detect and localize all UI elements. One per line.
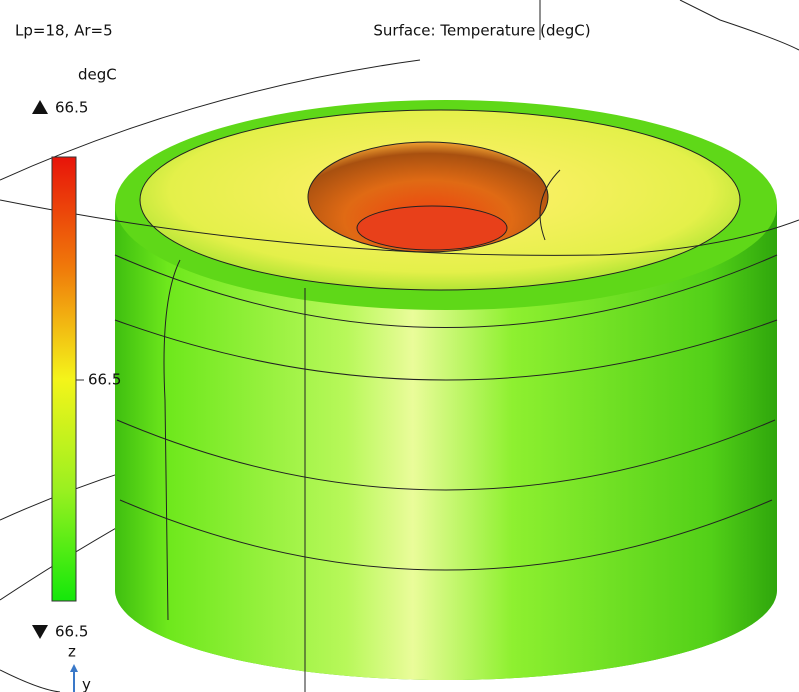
- axis-y-label: y: [82, 676, 91, 692]
- max-marker: [32, 100, 48, 114]
- legend-mid: 66.5: [88, 371, 121, 389]
- legend-unit: degC: [78, 66, 117, 84]
- plot-label: Lp=18, Ar=5: [15, 22, 113, 40]
- min-marker: [32, 625, 48, 639]
- color-bar: [51, 156, 77, 602]
- legend-min: 66.5: [55, 623, 88, 641]
- cylinder: [0, 100, 799, 692]
- plot-title: Surface: Temperature (degC): [373, 22, 590, 40]
- axis-z-head: [70, 664, 78, 672]
- legend-max: 66.5: [55, 99, 88, 117]
- axis-z-label: z: [68, 643, 76, 661]
